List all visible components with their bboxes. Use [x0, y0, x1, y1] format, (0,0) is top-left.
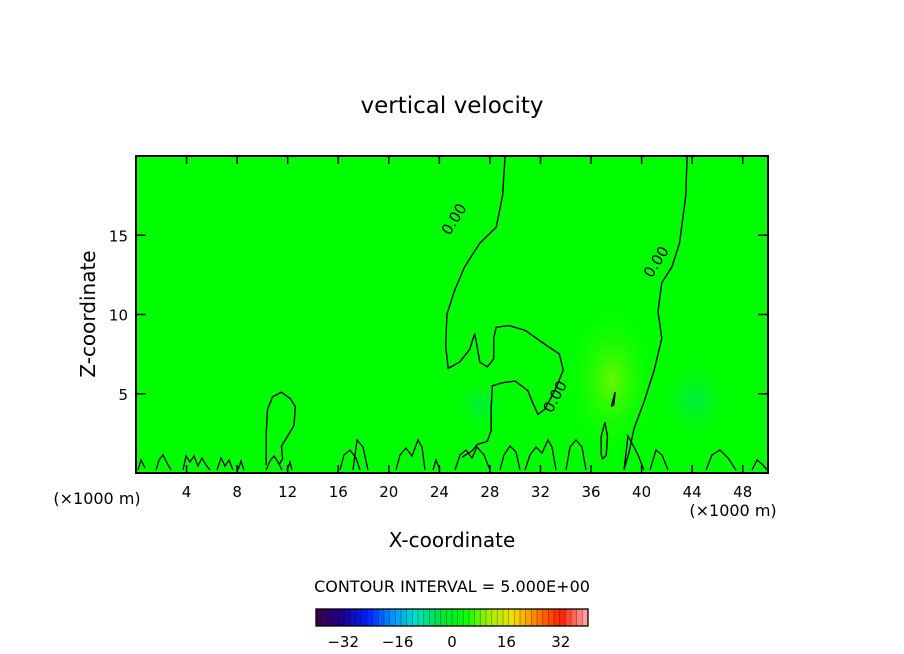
x-axis-label: X-coordinate	[389, 528, 516, 552]
colorbar-cell	[520, 609, 527, 626]
x-tick-label-28: 28	[480, 483, 499, 501]
colorbar-cell	[395, 609, 402, 626]
updraft-shading	[564, 302, 660, 458]
colorbar-cell	[469, 609, 476, 626]
colorbar	[315, 609, 589, 626]
colorbar-cell	[361, 609, 368, 626]
downdraft-shading-left	[452, 375, 508, 435]
contour-line-5	[610, 392, 616, 407]
x-tick-label-8: 8	[232, 483, 242, 501]
colorbar-cell	[463, 609, 470, 626]
x-tick-label-32: 32	[531, 483, 550, 501]
colorbar-cell	[452, 609, 459, 626]
colorbar-cell	[344, 609, 351, 626]
surface-contour-noise	[137, 433, 768, 471]
y-axis-label: Z-coordinate	[76, 250, 100, 377]
colorbar-cell	[525, 609, 532, 626]
colorbar-cell	[338, 609, 345, 626]
colorbar-cell	[372, 609, 379, 626]
x-tick-label-12: 12	[278, 483, 297, 501]
x-tick-label-24: 24	[430, 483, 449, 501]
colorbar-cell	[497, 609, 504, 626]
x-tick-label-36: 36	[581, 483, 600, 501]
colorbar-cell	[350, 609, 357, 626]
colorbar-cell	[446, 609, 453, 626]
colorbar-ticks: −32 −16 0 16 32	[327, 633, 570, 651]
colorbar-cell	[367, 609, 374, 626]
colorbar-cell	[333, 609, 340, 626]
downdraft-shading-right	[655, 355, 735, 445]
colorbar-cell	[378, 609, 385, 626]
colorbar-cell	[576, 609, 583, 626]
colorbar-cell	[565, 609, 572, 626]
colorbar-tick-label-16: 16	[497, 633, 516, 651]
y-tick-label-10: 10	[109, 307, 128, 325]
colorbar-tick-label-0: 0	[447, 633, 457, 651]
colorbar-cell	[440, 609, 447, 626]
contour-line-3	[265, 391, 297, 466]
colorbar-cell	[554, 609, 561, 626]
x-tick-label-40: 40	[632, 483, 651, 501]
colorbar-cell	[321, 609, 328, 626]
colorbar-cell	[491, 609, 498, 626]
colorbar-cell	[480, 609, 487, 626]
colorbar-cell	[316, 609, 323, 626]
colorbar-cell	[435, 609, 442, 626]
contour-line-2	[623, 156, 688, 470]
colorbar-cell	[542, 609, 549, 626]
x-tick-label-44: 44	[683, 483, 702, 501]
colorbar-tick-label-32: 32	[551, 633, 570, 651]
plot-area: 0.000.000.00	[136, 156, 768, 473]
contour-interval-text: CONTOUR INTERVAL = 5.000E+00	[314, 577, 590, 596]
colorbar-frame	[315, 608, 589, 627]
colorbar-tick-label--16: −16	[382, 633, 414, 651]
colorbar-cell	[429, 609, 436, 626]
contour-line-4	[600, 422, 609, 460]
colorbar-cell	[531, 609, 538, 626]
colorbar-cell	[486, 609, 493, 626]
x-tick-label-4: 4	[182, 483, 192, 501]
colorbar-cell	[423, 609, 430, 626]
colorbar-cell	[537, 609, 544, 626]
colorbar-cell	[401, 609, 408, 626]
colorbar-cell	[418, 609, 425, 626]
colorbar-cell	[508, 609, 515, 626]
colorbar-cell	[355, 609, 362, 626]
colorbar-cell	[457, 609, 464, 626]
contour-line-1	[444, 156, 564, 458]
colorbar-cell	[327, 609, 334, 626]
x-tick-label-20: 20	[379, 483, 398, 501]
colorbar-cell	[384, 609, 391, 626]
colorbar-cell	[503, 609, 510, 626]
x-tick-label-16: 16	[329, 483, 348, 501]
colorbar-cell	[474, 609, 481, 626]
colorbar-cell	[548, 609, 555, 626]
colorbar-cell	[559, 609, 566, 626]
x-unit-left: (×1000 m)	[53, 489, 140, 508]
x-unit-right: (×1000 m)	[689, 501, 776, 520]
colorbar-cell	[406, 609, 413, 626]
colorbar-cell	[514, 609, 521, 626]
y-tick-label-5: 5	[118, 386, 128, 404]
chart-title: vertical velocity	[361, 93, 544, 119]
colorbar-cell	[412, 609, 419, 626]
colorbar-cell	[582, 609, 589, 626]
colorbar-tick-label--32: −32	[327, 633, 359, 651]
y-tick-label-15: 15	[109, 227, 128, 245]
x-tick-label-48: 48	[733, 483, 752, 501]
colorbar-cell	[571, 609, 578, 626]
colorbar-cell	[389, 609, 396, 626]
